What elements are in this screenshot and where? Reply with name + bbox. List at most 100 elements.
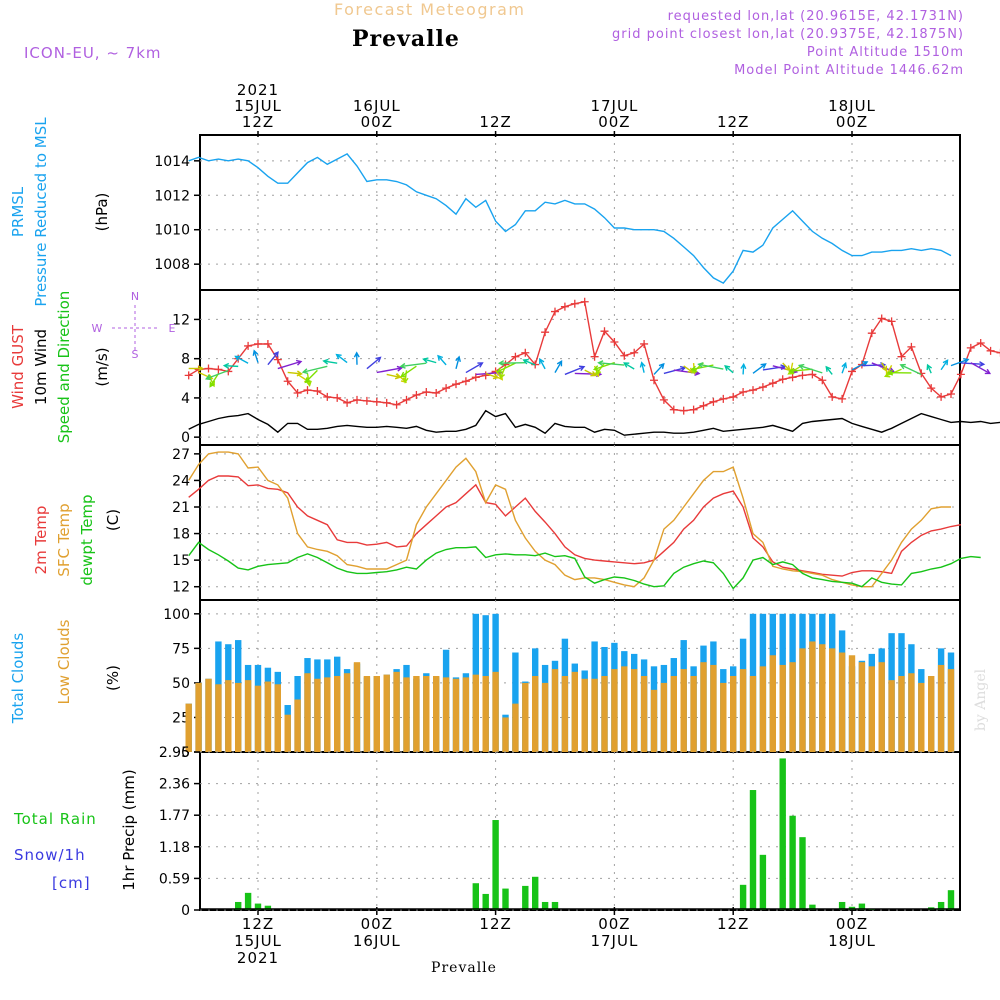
model-name: ICON-EU, ~ 7km [24,44,162,62]
wind-gust-marker [293,389,302,398]
pressure-ytick-label: 1012 [154,188,190,204]
top-time-label: 00Z [836,113,868,131]
wind-direction-arrow [683,365,694,373]
low-cloud-bar [502,717,509,752]
wind-direction-arrow [742,364,745,375]
wind-gust-marker [867,329,876,338]
low-cloud-bar [739,669,747,752]
low-cloud-bar [343,673,351,752]
wind-gust-marker [323,392,332,401]
point-altitude: Point Altitude 1510m [806,45,964,60]
station-name: Prevalle [352,26,460,52]
wind-gust-marker [452,380,460,389]
wind-direction-arrow [641,362,645,373]
wind-arrow-head [639,361,646,368]
wind-arrow-head [437,354,444,361]
low-cloud-bar [720,682,727,752]
low-cloud-bar [918,682,925,752]
low-cloud-bar [472,674,479,752]
wind-gust-marker [333,393,342,402]
low-cloud-bar [937,664,945,752]
wind-direction-arrow [207,374,215,387]
wind-arrow-head [204,374,212,381]
wind-gust-marker [481,371,490,380]
wind-gust-marker [758,383,767,392]
wind-gust-marker [947,389,955,398]
wind-gust-marker [640,339,649,348]
clouds-axis-label: (%) [104,665,122,691]
top-time-label: 16JUL [353,97,401,115]
wind-gust-marker [699,401,708,410]
bottom-time-label: 2021 [237,949,279,967]
bottom-time-label: 00Z [361,915,393,933]
wind-arrow-head [724,364,731,371]
wind-gust-marker [442,384,451,393]
low-cloud-bar [690,676,697,752]
wind-arrow-head [984,368,992,375]
wind-gust-marker [402,395,411,404]
compass-north-label: N [131,290,139,303]
precip-rain-label: Total Rain [13,810,97,828]
wind-arrow-head [422,357,429,364]
wind-gust-marker [937,392,946,401]
precip-ytick-label: 2.36 [159,777,190,793]
wind-direction-arrow [465,362,483,374]
wind-direction-arrow [499,361,526,364]
low-cloud-bar [571,671,578,752]
wind-direction-arrow [485,372,499,379]
low-cloud-bar [482,676,489,752]
wind-arrow-head [595,369,602,376]
low-cloud-bar [640,676,648,752]
low-cloud-bar [304,673,311,752]
pressure-axis-label: (hPa) [93,193,111,232]
pressure-line [188,153,952,284]
wind-gust-marker [907,342,916,351]
wind-arrow-head [883,371,891,378]
wind-direction-arrow [323,360,338,364]
wind-gust-marker [828,392,837,401]
low-cloud-bar [433,676,440,752]
low-cloud-bar [838,652,846,752]
wind-arrow-head [234,355,241,361]
low-cloud-bar [551,669,559,752]
wind-gust-marker [610,337,619,346]
low-cloud-bar [522,682,529,752]
clouds-ytick-label: 50 [172,676,190,692]
bottom-time-label: 00Z [836,915,868,933]
rain-bar [522,885,529,910]
wind-gust-marker [570,299,579,308]
low-cloud-bar [373,676,380,752]
top-time-label: 15JUL [234,97,282,115]
wind-direction-arrow [366,356,381,370]
wind-direction-arrow [400,362,427,368]
wind-direction-arrow [724,365,734,374]
wind-gust-marker [838,394,847,403]
wind-arrow-head [396,365,404,372]
wind-arrow-head [353,351,360,358]
top-time-label: 12Z [479,113,511,131]
rain-bar [264,905,272,910]
bottom-time-label: 12Z [717,915,749,933]
low-cloud-bar [205,678,212,752]
wind-arrow-head [556,360,563,367]
wind-direction-arrow [789,368,813,373]
low-cloud-bar [264,681,272,752]
wind-direction-arrow [950,358,969,367]
low-cloud-bar [650,689,658,752]
wind-arrow-head [402,377,409,384]
wind-direction-arrow [881,362,888,372]
pressure-axis-label: Pressure Reduced to MSL [32,117,50,307]
low-cloud-bar [244,680,252,752]
pressure-ytick-label: 1014 [154,154,190,170]
temp-panel-frame [199,444,961,601]
wind-gust-marker [353,395,361,404]
wind-arrow-head [522,358,529,365]
wind-arrow-head [697,362,704,369]
low-cloud-bar [601,676,608,752]
clouds-axis-label: Low Clouds [55,619,73,704]
wind-arrow-head [497,360,505,367]
wind-gust-marker [709,397,718,406]
wind-gust-marker [927,384,936,393]
low-cloud-bar [532,676,539,752]
wind-gust-marker [956,370,965,379]
